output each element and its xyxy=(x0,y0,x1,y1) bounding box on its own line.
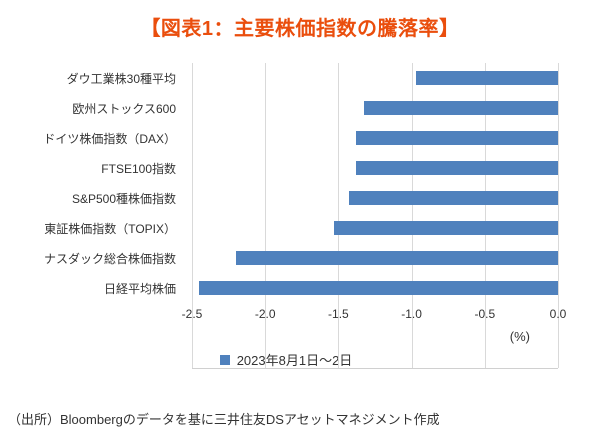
bar-track xyxy=(184,153,558,183)
category-label: S&P500種株価指数 xyxy=(71,191,176,206)
chart-row: FTSE100指数 xyxy=(14,153,558,183)
bar xyxy=(356,161,558,175)
bar-chart: ダウ工業株30種平均 欧州ストックス600 ドイツ株価指数（DAX） FTSE100指… xyxy=(14,63,567,369)
chart-row: ダウ工業株30種平均 xyxy=(14,63,558,93)
bar-track xyxy=(184,123,558,153)
category-label: FTSE100指数 xyxy=(101,161,176,176)
bar-track xyxy=(184,243,558,273)
chart-row: ナスダック総合株価指数 xyxy=(14,243,558,273)
x-tick-label: -2.5 xyxy=(181,307,203,321)
x-axis-ticks: -2.5 -2.0 -1.5 -1.0 -0.5 0.0 xyxy=(182,307,567,325)
x-axis-unit: (%) xyxy=(509,329,530,344)
bar xyxy=(198,281,558,295)
legend-label: 2023年8月1日～2日 xyxy=(236,353,353,368)
bar-track xyxy=(184,63,558,93)
gridline xyxy=(558,63,559,368)
chart-row: 日経平均株価 xyxy=(14,273,558,303)
bar-track xyxy=(184,213,558,243)
bar-track xyxy=(184,183,558,213)
bar-track xyxy=(184,273,558,303)
x-tick-label: -2.0 xyxy=(254,307,276,321)
legend: 2023年8月1日～2日 xyxy=(14,350,558,369)
category-label: 東証株価指数（TOPIX） xyxy=(44,221,176,236)
chart-row: 欧州ストックス600 xyxy=(14,93,558,123)
category-label: 欧州ストックス600 xyxy=(72,101,176,116)
source-note: （出所）Bloombergのデータを基に三井住友DSアセットマネジメント作成 xyxy=(8,412,440,427)
legend-swatch-icon xyxy=(219,354,230,365)
bar xyxy=(348,191,558,205)
category-label: ダウ工業株30種平均 xyxy=(66,71,176,86)
bar xyxy=(363,101,558,115)
bar xyxy=(333,221,558,235)
bar-track xyxy=(184,93,558,123)
category-label: ドイツ株価指数（DAX） xyxy=(43,131,176,146)
chart-title: 【図表1：主要株価指数の騰落率】 xyxy=(140,18,460,40)
bar xyxy=(236,251,558,265)
chart-rows: ダウ工業株30種平均 欧州ストックス600 ドイツ株価指数（DAX） FTSE100指… xyxy=(14,63,558,303)
x-tick-label: -1.5 xyxy=(328,307,349,321)
x-tick-label: -0.5 xyxy=(474,307,496,321)
category-label: ナスダック総合株価指数 xyxy=(43,251,176,266)
x-tick-label: -1.0 xyxy=(401,307,422,321)
x-tick-label: 0.0 xyxy=(549,307,567,321)
category-label: 日経平均株価 xyxy=(103,281,176,296)
bar xyxy=(415,71,558,85)
chart-row: S&P500種株価指数 xyxy=(14,183,558,213)
chart-row: 東証株価指数（TOPIX） xyxy=(14,213,558,243)
chart-row: ドイツ株価指数（DAX） xyxy=(14,123,558,153)
bar xyxy=(356,131,558,145)
